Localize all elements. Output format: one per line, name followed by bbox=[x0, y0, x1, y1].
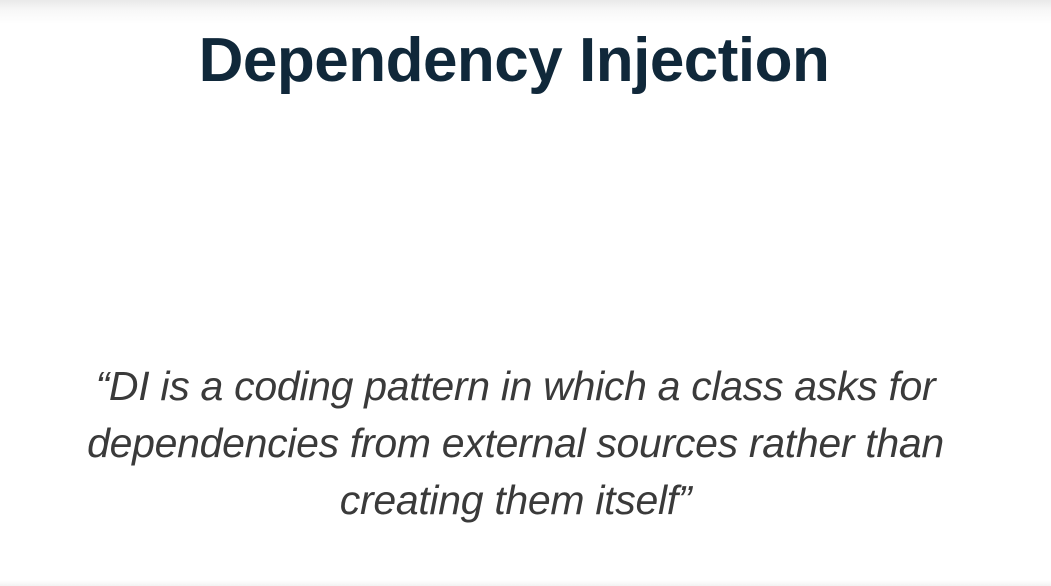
slide-title: Dependency Injection bbox=[198, 26, 830, 95]
bottom-edge-shade bbox=[0, 580, 1051, 586]
definition-quote: “DI is a coding pattern in which a class… bbox=[18, 358, 1013, 529]
quote-line-2: dependencies from external sources rathe… bbox=[87, 420, 944, 466]
quote-line-1: “DI is a coding pattern in which a class… bbox=[95, 363, 936, 409]
quote-line-3: creating them itself” bbox=[339, 477, 692, 523]
